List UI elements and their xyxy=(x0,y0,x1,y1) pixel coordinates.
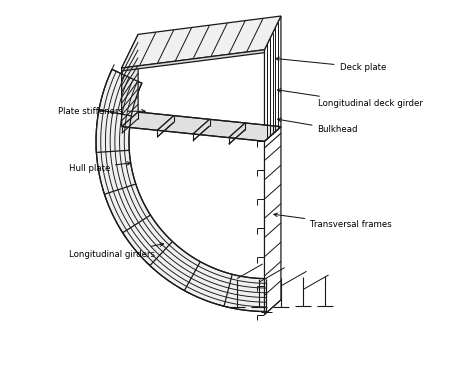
Text: Transversal frames: Transversal frames xyxy=(274,213,392,229)
Text: Longitudinal deck girder: Longitudinal deck girder xyxy=(277,89,422,108)
Text: Deck plate: Deck plate xyxy=(276,57,386,72)
Polygon shape xyxy=(122,16,281,68)
Polygon shape xyxy=(96,69,266,311)
Text: Hull plate: Hull plate xyxy=(69,162,130,173)
Polygon shape xyxy=(229,123,281,141)
Text: Bulkhead: Bulkhead xyxy=(277,118,358,134)
Text: Plate stiffeners: Plate stiffeners xyxy=(57,107,145,116)
Polygon shape xyxy=(264,16,281,141)
Polygon shape xyxy=(264,127,281,314)
Polygon shape xyxy=(122,50,264,71)
Polygon shape xyxy=(157,115,210,134)
Polygon shape xyxy=(193,119,245,138)
Polygon shape xyxy=(122,112,174,130)
Polygon shape xyxy=(122,34,138,127)
Text: Longitudinal girders: Longitudinal girders xyxy=(69,243,164,259)
